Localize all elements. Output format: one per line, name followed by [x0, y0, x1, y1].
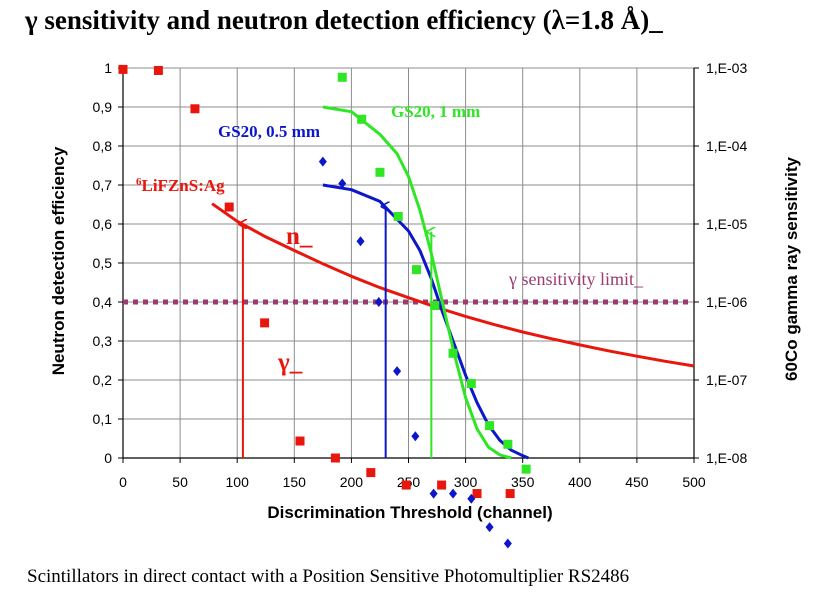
- x-axis-title: Discrimination Threshold (channel): [267, 503, 552, 522]
- axes: [118, 67, 699, 463]
- y-left-tick-label: 0,1: [93, 411, 113, 427]
- point-gs20-1mm-gamma: [485, 421, 495, 431]
- curve-gs20-05mm-efficiency: [322, 183, 529, 460]
- curve-lifzns-efficiency: [211, 202, 695, 368]
- x-tick-label: 150: [283, 474, 307, 490]
- point-lifzns-gamma: [437, 480, 447, 490]
- series: [118, 64, 695, 549]
- annotations: 6LiFZnS:Ag GS20, 0.5 mm GS20, 1 mm n_ γ_ γ se…: [136, 102, 644, 376]
- x-tick-label: 400: [568, 474, 592, 490]
- y-left-tick-label: 0,5: [93, 255, 113, 271]
- point-lifzns-gamma: [472, 489, 482, 499]
- point-gs20-1mm-gamma: [375, 167, 385, 177]
- label-gamma-limit: γ sensitivity limit_: [508, 269, 644, 289]
- x-tick-label: 200: [340, 474, 364, 490]
- point-lifzns-gamma: [505, 489, 515, 499]
- x-tick-label: 350: [511, 474, 535, 490]
- label-gamma: γ_: [277, 349, 303, 376]
- point-gs20-1mm-gamma: [503, 439, 513, 449]
- point-gs20-05mm-gamma: [485, 522, 494, 533]
- y-left-tick-label: 0,9: [93, 99, 113, 115]
- x-tick-label: 450: [625, 474, 649, 490]
- chart-caption: Scintillators in direct contact with a P…: [27, 566, 629, 587]
- y-right-tick-label: 1,E-06: [706, 294, 747, 310]
- label-gs20-1mm: GS20, 1 mm: [391, 102, 480, 121]
- point-gs20-1mm-gamma: [337, 72, 347, 82]
- y-right-tick-label: 1,E-04: [706, 138, 747, 154]
- point-gs20-1mm-gamma: [393, 211, 403, 221]
- y-left-tick-label: 0: [104, 450, 112, 466]
- label-n: n_: [286, 223, 313, 250]
- y-right-tick-label: 1,E-05: [706, 216, 747, 232]
- point-gs20-1mm-gamma: [411, 265, 421, 275]
- point-lifzns-gamma: [295, 436, 305, 446]
- y-left-tick-label: 0,8: [93, 138, 113, 154]
- point-lifzns-gamma: [118, 64, 128, 74]
- point-gs20-05mm-gamma: [374, 297, 383, 307]
- point-lifzns-gamma: [153, 65, 163, 75]
- point-gs20-1mm-gamma: [430, 301, 440, 311]
- y-right-tick-label: 1,E-08: [706, 450, 747, 466]
- y-left-tick-label: 0,7: [93, 177, 113, 193]
- point-gs20-05mm-gamma: [449, 488, 458, 499]
- y-axis-title-right: 60Co gamma ray sensitivity: [782, 156, 801, 380]
- point-gs20-05mm-gamma: [356, 236, 365, 247]
- point-gs20-05mm-gamma: [338, 178, 347, 189]
- y-left-tick-label: 1: [104, 60, 112, 76]
- point-lifzns-gamma: [260, 318, 270, 328]
- x-tick-label: 50: [172, 474, 188, 490]
- point-gs20-1mm-gamma: [357, 114, 367, 124]
- point-gs20-05mm-gamma: [411, 431, 420, 442]
- label-lifzns: 6LiFZnS:Ag: [136, 176, 225, 195]
- x-tick-label: 100: [226, 474, 250, 490]
- label-gs20-05mm: GS20, 0.5 mm: [218, 122, 320, 141]
- y-right-tick-label: 1,E-03: [706, 60, 747, 76]
- y-left-tick-label: 0,2: [93, 372, 113, 388]
- grid: [122, 67, 695, 459]
- point-gs20-05mm-gamma: [467, 493, 476, 504]
- y-left-tick-label: 0,6: [93, 216, 113, 232]
- point-gs20-05mm-gamma: [503, 538, 512, 549]
- point-gs20-05mm-gamma: [429, 488, 438, 499]
- tick-labels: 05010015020025030035040045050000,10,20,3…: [93, 60, 748, 490]
- point-gs20-1mm-gamma: [521, 464, 531, 474]
- x-tick-label: 500: [682, 474, 706, 490]
- point-lifzns-gamma: [330, 453, 340, 463]
- point-gs20-1mm-gamma: [448, 348, 458, 358]
- point-gs20-1mm-gamma: [466, 379, 476, 389]
- point-lifzns-gamma: [190, 104, 200, 114]
- x-tick-label: 300: [454, 474, 478, 490]
- curve-gs20-1mm-efficiency: [322, 105, 512, 460]
- point-lifzns-gamma: [366, 468, 376, 478]
- point-gs20-05mm-gamma: [318, 156, 327, 167]
- x-tick-label: 0: [119, 474, 127, 490]
- y-axis-title-left: Neutron detection efficiency: [49, 146, 68, 375]
- point-lifzns-gamma: [224, 202, 234, 212]
- y-right-tick-label: 1,E-07: [706, 372, 747, 388]
- y-left-tick-label: 0,3: [93, 333, 113, 349]
- chart-title: γ sensitivity and neutron detection effi…: [24, 5, 663, 35]
- point-lifzns-gamma: [401, 480, 411, 490]
- y-left-tick-label: 0,4: [93, 294, 113, 310]
- point-gs20-05mm-gamma: [393, 366, 402, 377]
